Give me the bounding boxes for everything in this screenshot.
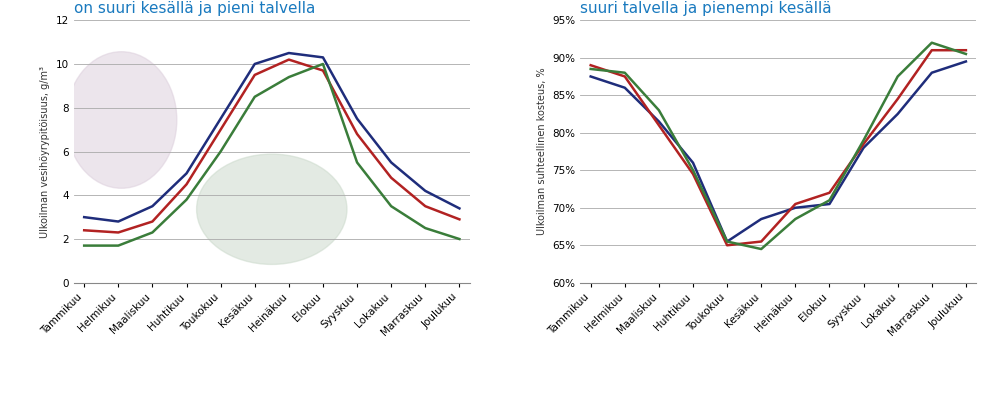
Text: Ulkoilman  suhteellisen kosteus on
suuri talvella ja pienempi kesällä: Ulkoilman suhteellisen kosteus on suuri … [581,0,846,16]
Y-axis label: Ulkoilman suhteellinen kosteus, %: Ulkoilman suhteellinen kosteus, % [537,68,547,235]
Y-axis label: Ulkoilman vesihöyrypitöisuus, g/m³: Ulkoilman vesihöyrypitöisuus, g/m³ [40,65,50,238]
Ellipse shape [66,52,176,188]
Text: Ulkoilman  sisältämä vesimäärä (g/m³)
on suuri kesällä ja pieni talvella: Ulkoilman sisältämä vesimäärä (g/m³) on … [74,0,370,16]
Ellipse shape [196,154,347,264]
